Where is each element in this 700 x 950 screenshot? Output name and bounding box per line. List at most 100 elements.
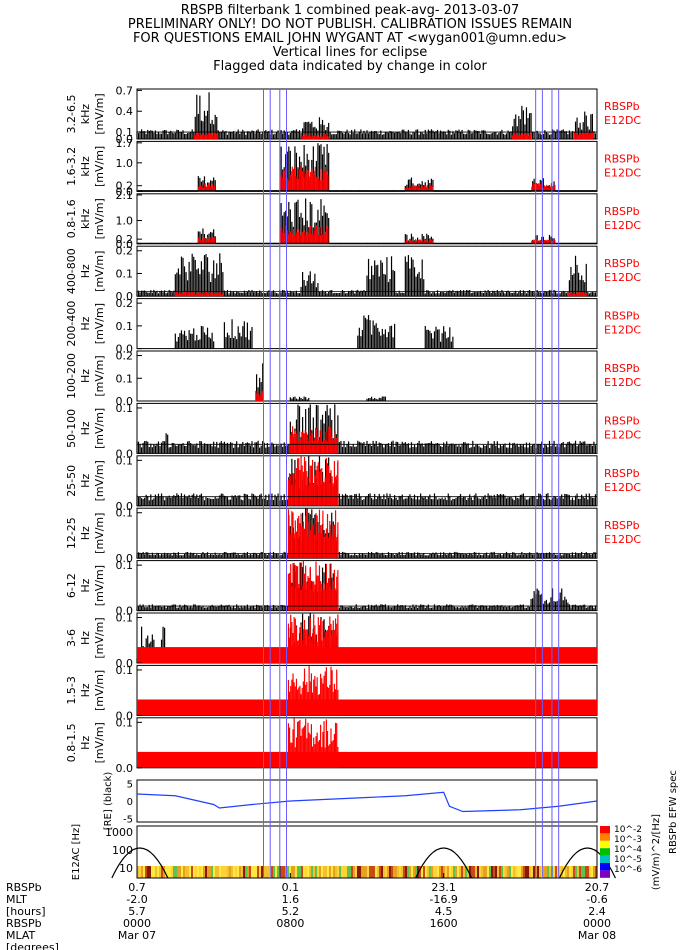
spec-cell (173, 866, 175, 878)
x-row-label: MLT (6, 893, 27, 906)
spec-cell (265, 866, 267, 878)
spec-cell (209, 866, 211, 878)
spec-cell (499, 866, 501, 878)
spec-cell (353, 866, 355, 878)
y-tick-label: 0.0 (116, 552, 134, 565)
y-axis-label: 50-100 (65, 409, 78, 448)
legend-probe: RBSPb (604, 362, 640, 375)
spec-cell (497, 866, 499, 878)
panel-frame (136, 193, 598, 245)
colorbar-cell (600, 870, 610, 878)
y-tick-label: 0.0 (116, 395, 134, 408)
spec-cell (337, 866, 339, 878)
spec-cell (465, 866, 467, 878)
spec-cell (215, 866, 217, 878)
spec-cell (503, 866, 505, 878)
y-unit-label: [mV/m] (93, 93, 106, 134)
band-label: 400-800 (65, 248, 78, 294)
spec-cell (361, 866, 363, 878)
spec-cell (467, 866, 469, 878)
spec-cell (329, 866, 331, 878)
spec-cell (453, 866, 455, 878)
spec-cell (301, 866, 303, 878)
spec-cell (259, 866, 261, 878)
spec-cell (221, 866, 223, 878)
spec-cell (575, 866, 577, 878)
y-axis-label: [mV/m] (93, 303, 106, 344)
y-tick-label: 0.1 (116, 716, 134, 729)
y-tick-label: 0.1 (116, 559, 134, 572)
y-axis-label: Hz (79, 421, 92, 435)
spec-cell (141, 866, 143, 878)
spec-cell (377, 866, 379, 878)
spec-cell (355, 866, 357, 878)
spec-cell (571, 866, 573, 878)
y-unit-label: [mV/m] (93, 303, 106, 344)
y-tick-label: 1.0 (116, 157, 134, 170)
spec-cell (595, 866, 597, 878)
spec-cell (299, 866, 301, 878)
x-tick-label: 1600 (430, 917, 458, 930)
legend-channel: E12DC (604, 533, 641, 546)
spec-cell (397, 866, 399, 878)
legend-channel: E12DC (604, 219, 641, 232)
y-tick-label: 0.0 (116, 238, 134, 251)
band-label: 100-200 (65, 353, 78, 399)
spec-cell (523, 866, 525, 878)
spec-cell (379, 866, 381, 878)
spec-cell (305, 866, 307, 878)
x-tick-label: 0000 (123, 917, 151, 930)
band-label: 25-50 (65, 465, 78, 497)
panel-frame (136, 350, 598, 402)
spec-cell (557, 866, 559, 878)
spec-cell (293, 866, 295, 878)
panel-frame (136, 140, 598, 192)
band-label: 1.6-3.2 (65, 147, 78, 186)
spec-cell (395, 866, 397, 878)
spec-cell (375, 866, 377, 878)
spec-cell (593, 866, 595, 878)
colorbar-tick: 10^-4 (614, 845, 642, 855)
y-tick-label: 0.2 (116, 350, 134, 363)
spec-cell (519, 866, 521, 878)
x-row-label: [hours] (6, 905, 46, 918)
colorbar-tick: 10^-6 (614, 865, 642, 875)
spec-cell (185, 866, 187, 878)
y-unit-label: [mV/m] (93, 513, 106, 554)
bfield-ylabel: [RE] (black) (103, 772, 114, 831)
spec-cell (239, 866, 241, 878)
spec-cell (383, 866, 385, 878)
spec-cell (433, 866, 435, 878)
x-row-label: RBSPb (6, 881, 42, 894)
colorbar-label: (mV/m)^2/[Hz] (651, 814, 662, 890)
spec-cell (297, 866, 299, 878)
spec-cell (365, 866, 367, 878)
y-tick-label: 0.2 (116, 233, 134, 246)
spec-cell (533, 866, 535, 878)
x-tick-label: -0.6 (586, 893, 607, 906)
spec-cell (479, 866, 481, 878)
colorbar-tick: 10^-5 (614, 855, 642, 865)
spec-cell (385, 866, 387, 878)
spec-cell (319, 866, 321, 878)
colorbar-cell (600, 863, 610, 871)
spec-cell (555, 866, 557, 878)
spec-cell (549, 866, 551, 878)
spec-cell (203, 866, 205, 878)
spec-cell (235, 866, 237, 878)
y-axis-label: E12AC [Hz] (71, 824, 82, 881)
spec-cell (237, 866, 239, 878)
spec-cell (233, 866, 235, 878)
y-unit-label: [mV/m] (93, 251, 106, 292)
y-tick-label: 0.1 (116, 126, 134, 139)
spec-cell (157, 866, 159, 878)
spec-cell (231, 866, 233, 878)
spec-cell (335, 866, 337, 878)
spec-cell (219, 866, 221, 878)
bfield-panel: 5 0 -5 [RE] (black) (103, 772, 598, 831)
y-axis-label: Hz (79, 474, 92, 488)
spec-cell (547, 866, 549, 878)
spec-cell (137, 866, 139, 878)
